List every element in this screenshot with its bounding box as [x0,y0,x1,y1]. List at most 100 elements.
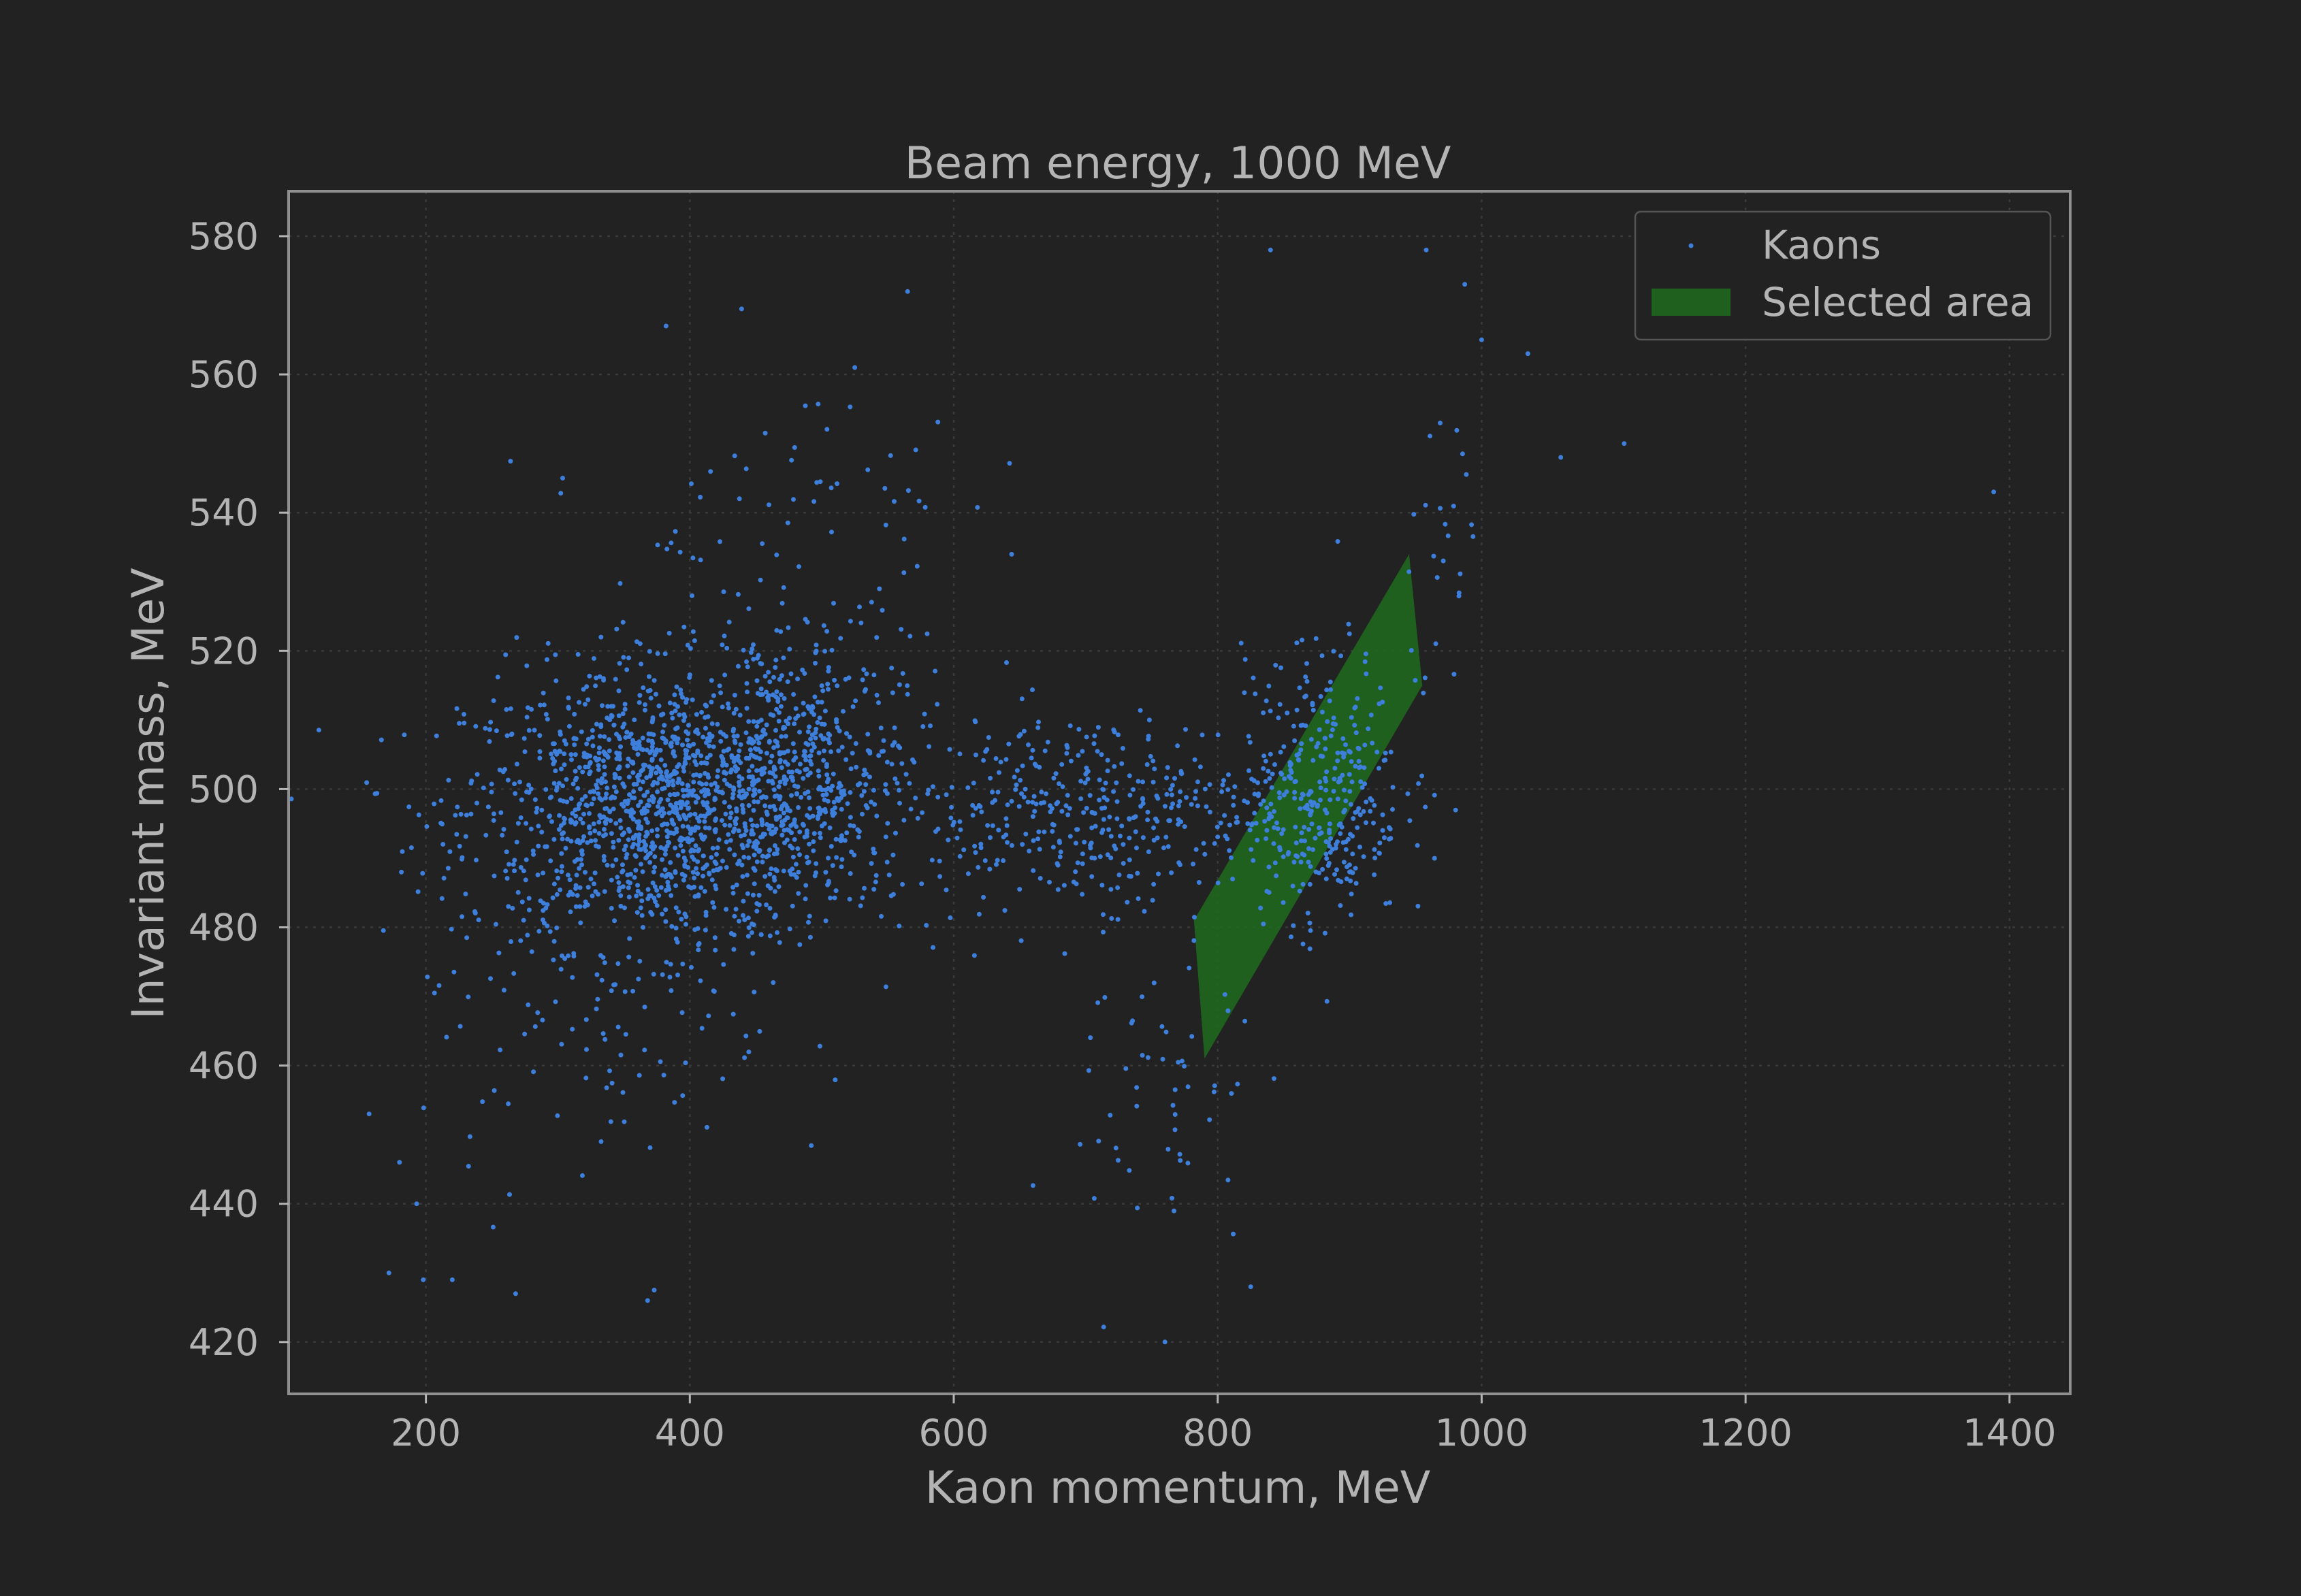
kaon-point [1202,851,1208,857]
kaon-point [734,816,739,821]
kaon-point [671,749,676,754]
kaon-point [630,988,636,994]
kaon-point [585,840,590,845]
kaon-point [1349,759,1354,764]
kaon-point [683,748,688,753]
kaon-point [806,919,811,925]
kaon-point [1004,823,1010,828]
kaon-point [570,811,575,816]
kaon-point [1195,779,1200,785]
kaon-point [1116,732,1121,738]
kaon-point [506,862,512,867]
kaon-point [777,758,783,763]
kaon-point [681,768,687,774]
kaon-point [1304,802,1310,808]
kaon-point [1405,791,1411,796]
kaon-point [457,1024,463,1029]
kaon-point [636,778,641,783]
kaon-point [1269,785,1274,790]
kaon-point [505,777,511,783]
kaon-point [814,861,819,866]
kaon-point [722,777,727,783]
kaon-point [1294,707,1300,713]
kaon-point [1328,687,1334,692]
kaon-point [1214,824,1220,830]
kaon-point [815,816,820,821]
kaon-point [1317,727,1322,732]
kaon-point [630,761,636,766]
kaon-point [735,766,741,772]
kaon-point [483,832,489,838]
kaon-point [843,757,849,762]
kaon-point [1246,734,1251,739]
kaon-point [548,858,553,864]
kaon-point [835,725,840,730]
kaon-point [748,650,754,655]
kaon-point [1030,687,1035,692]
kaon-point [675,853,681,858]
kaon-point [883,834,888,840]
kaon-point [756,740,762,746]
kaon-point [1112,764,1117,769]
kaon-point [654,750,659,755]
kaon-point [485,804,491,810]
kaon-point [750,892,756,898]
kaon-point [1306,846,1311,851]
kaon-point [538,702,543,708]
kaon-point [692,753,698,759]
kaon-point [639,862,643,867]
kaon-point [890,852,896,858]
kaon-point [908,807,914,812]
kaon-point [935,419,941,425]
kaon-point [603,796,608,801]
kaon-point [1062,951,1067,956]
kaon-point [737,748,742,753]
kaon-point [1304,661,1309,666]
kaon-point [515,890,521,895]
kaon-point [673,905,679,911]
kaon-point [1272,762,1277,767]
kaon-point [1306,827,1312,832]
kaon-point [727,847,733,852]
kaon-point [602,960,607,965]
kaon-point [489,781,494,787]
kaon-point [1140,779,1146,785]
kaon-point [1421,690,1426,696]
kaon-point [731,734,737,739]
kaon-point [1212,1083,1217,1088]
kaon-point [1409,648,1414,653]
kaon-point [1142,909,1147,914]
kaon-point [1229,1091,1234,1096]
kaon-point [1456,593,1462,599]
kaon-point [779,765,784,770]
kaon-point [807,724,812,730]
kaon-point [1407,818,1413,824]
kaon-point [794,792,799,797]
kaon-point [876,753,882,758]
kaon-point [1289,934,1293,939]
kaon-point [1382,835,1387,841]
kaon-point [667,975,673,980]
kaon-point [731,711,737,716]
kaon-point [660,972,665,977]
kaon-point [768,760,773,765]
kaon-point [884,791,890,796]
kaon-point [709,678,714,683]
kaon-point [646,803,651,809]
kaon-point [1144,762,1150,767]
kaon-point [949,804,954,810]
kaon-point [652,884,658,890]
kaon-point [1146,717,1152,723]
kaon-point [869,600,874,605]
kaon-point [1428,434,1432,439]
kaon-point [1362,765,1367,770]
kaon-point [634,819,640,825]
kaon-point [750,779,755,785]
kaon-point [561,798,566,804]
kaon-point [656,810,662,815]
kaon-point [807,815,812,820]
kaon-point [513,791,518,796]
kaon-point [668,802,673,808]
kaon-point [760,834,765,839]
kaon-point [676,909,681,915]
